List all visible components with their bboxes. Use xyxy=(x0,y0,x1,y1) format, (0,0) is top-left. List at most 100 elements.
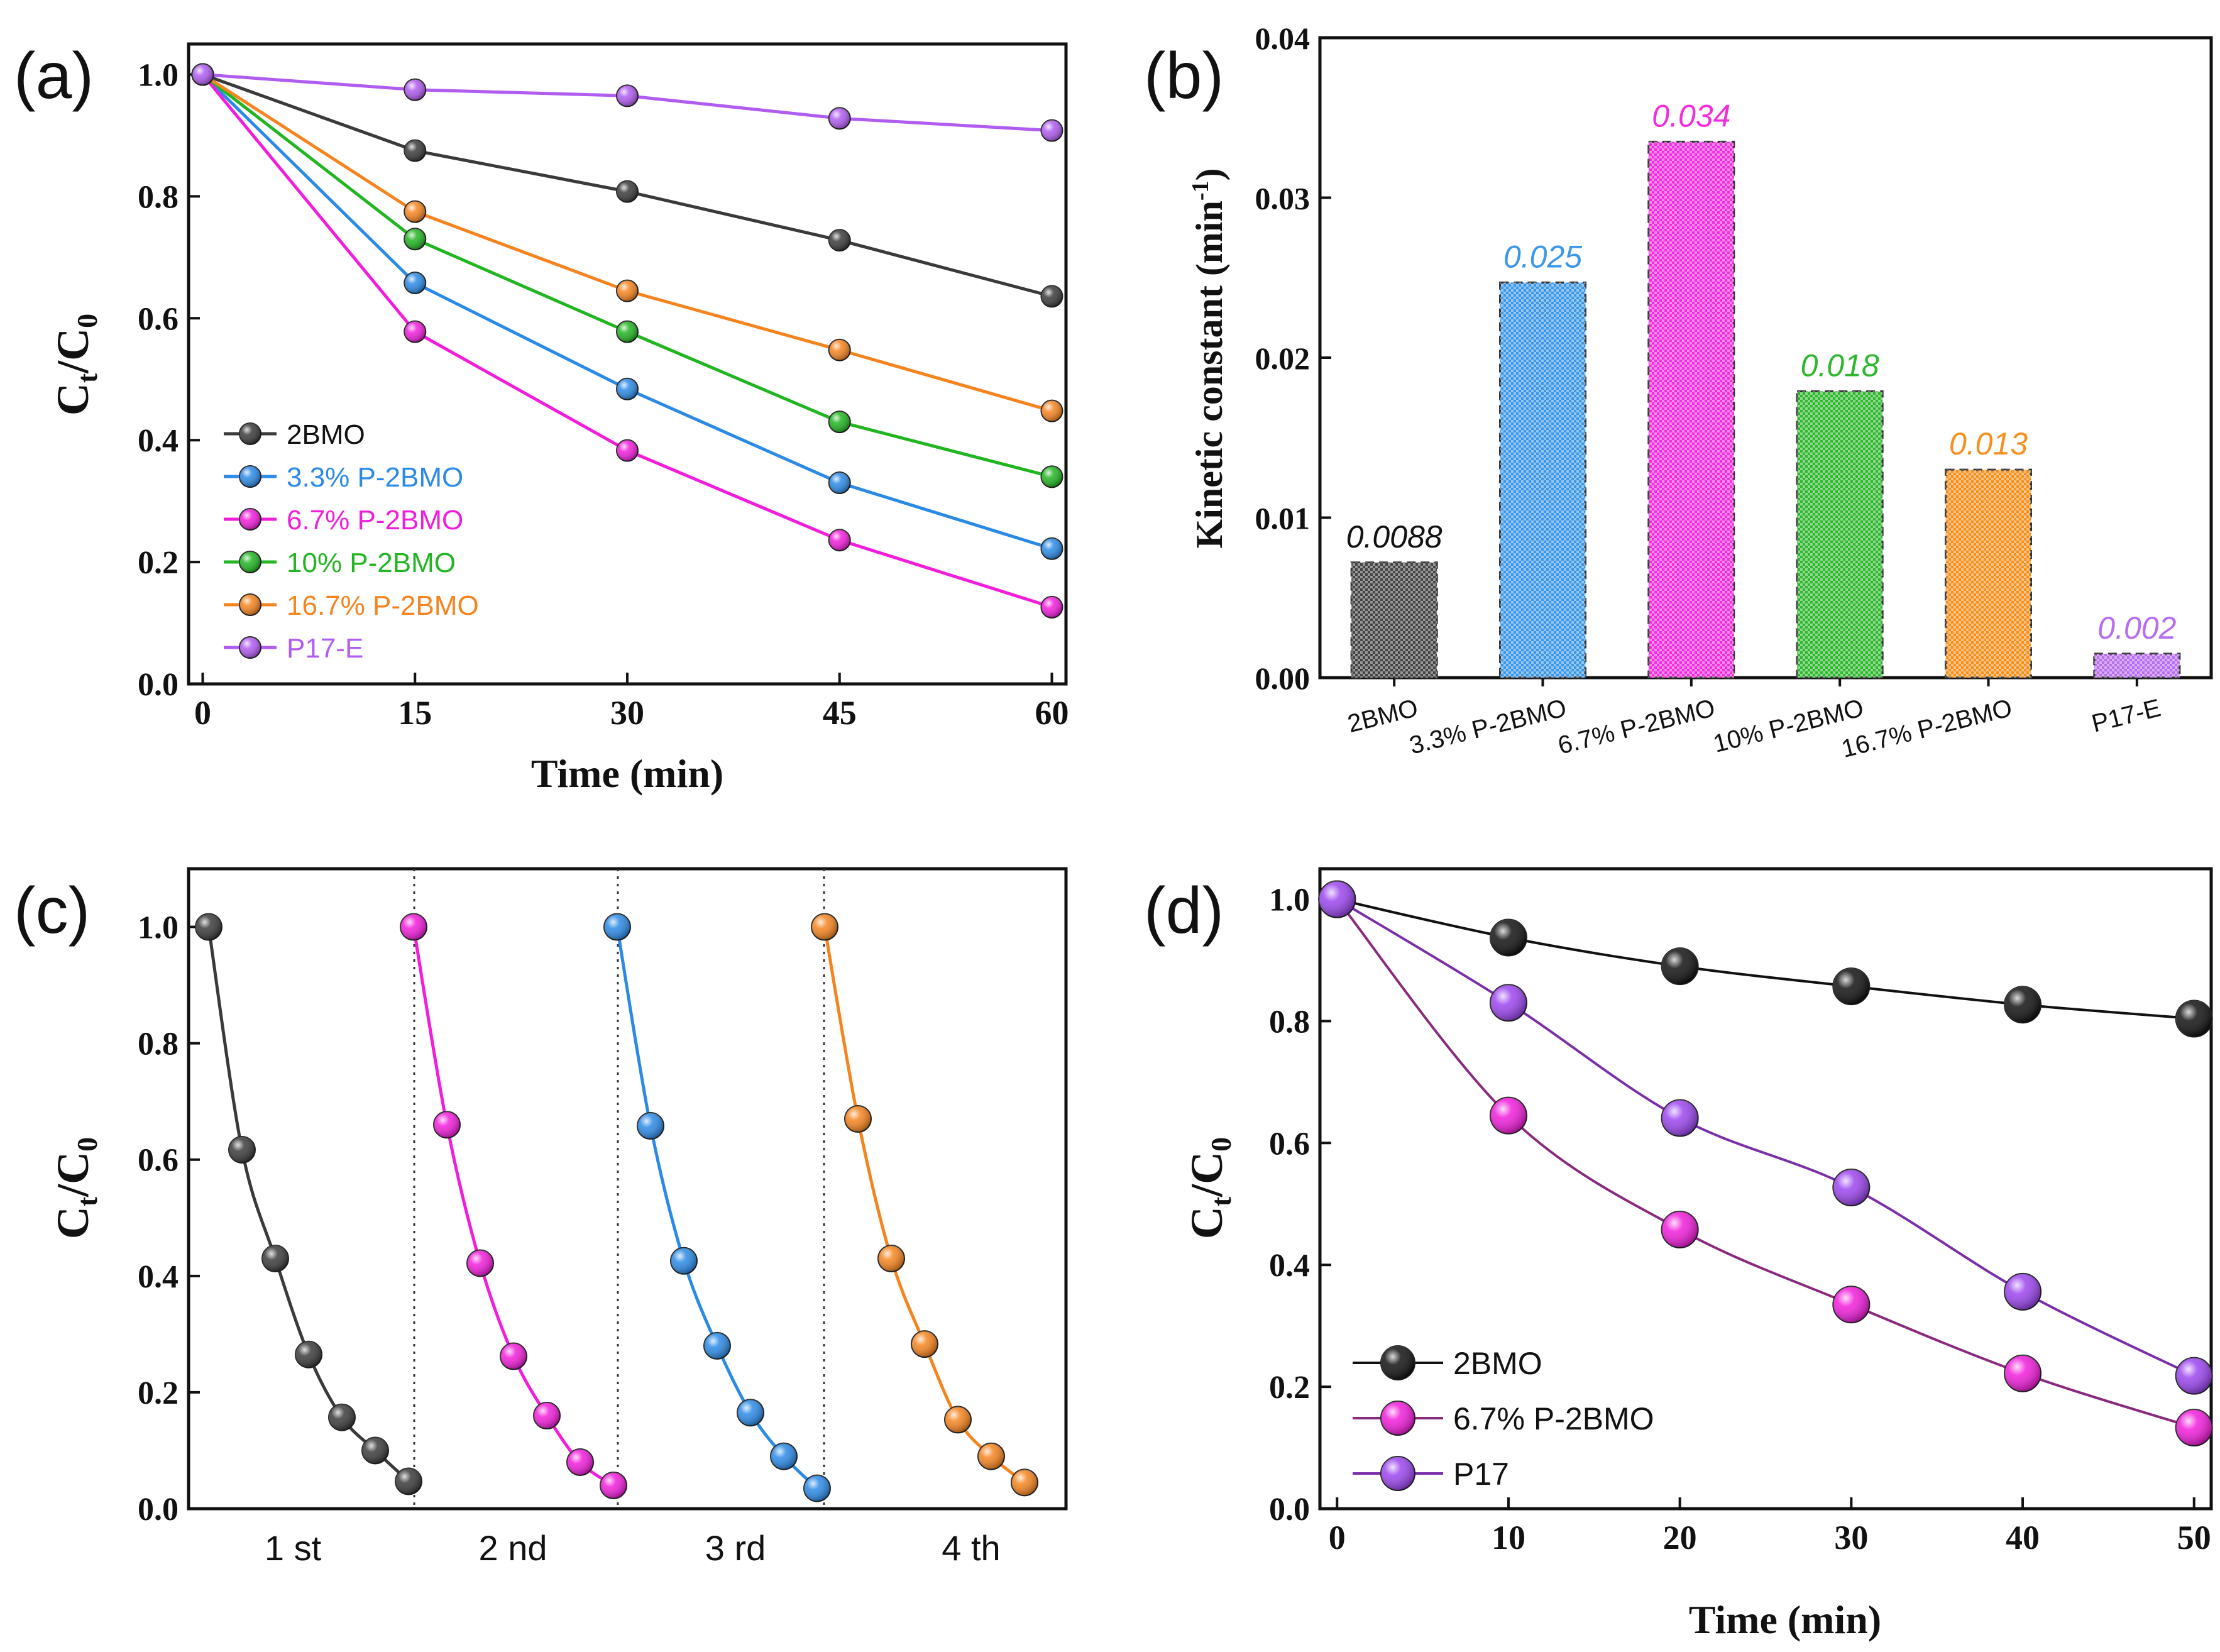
y-tick-label: 0.04 xyxy=(1255,21,1311,56)
y-tick-label: 0.0 xyxy=(138,667,179,703)
data-point xyxy=(1661,947,1699,986)
bar-texture xyxy=(1351,562,1437,678)
data-point xyxy=(2004,986,2042,1024)
data-point xyxy=(616,180,639,203)
y-tick-label: 0.4 xyxy=(1269,1248,1310,1284)
data-point xyxy=(600,1471,627,1499)
data-point xyxy=(566,1448,594,1476)
data-point xyxy=(500,1342,527,1370)
x-tick-label: 20 xyxy=(1663,1519,1697,1556)
data-point xyxy=(616,279,639,302)
bar-value-label: 0.034 xyxy=(1652,98,1730,133)
series-line xyxy=(1336,898,2194,1020)
data-point xyxy=(404,139,427,162)
data-point xyxy=(1832,1169,1871,1207)
data-point xyxy=(1040,399,1063,422)
panel-a-xlabel: Time (min) xyxy=(531,751,723,796)
data-point xyxy=(2004,1272,2042,1311)
data-point xyxy=(1040,465,1063,488)
data-point xyxy=(1489,984,1527,1022)
y-tick-label: 0.02 xyxy=(1255,341,1311,376)
panel-a-frame xyxy=(187,42,1068,686)
cycle-label: 4 th xyxy=(942,1528,1000,1568)
y-tick-label: 0.2 xyxy=(138,1375,179,1411)
y-tick-label: 0.03 xyxy=(1255,181,1311,216)
data-point xyxy=(803,1474,831,1502)
legend-label: 6.7% P-2BMO xyxy=(1453,1401,1654,1436)
bar-group: 0.002 xyxy=(2093,610,2181,679)
data-point xyxy=(1489,918,1527,957)
x-category-label: 6.7% P-2BMO xyxy=(1555,694,1718,760)
x-category-label: 16.7% P-2BMO xyxy=(1838,694,2014,763)
data-point xyxy=(670,1247,698,1275)
x-tick-label: 45 xyxy=(823,694,857,732)
data-point xyxy=(195,913,223,941)
data-point xyxy=(361,1436,389,1465)
y-tick-label: 0.8 xyxy=(138,1027,179,1062)
panel-d-xlabel: Time (min) xyxy=(1689,1597,1881,1642)
data-point xyxy=(404,272,427,295)
series-line xyxy=(202,73,1053,413)
bar-texture xyxy=(1945,470,2031,678)
data-point xyxy=(191,63,214,86)
data-point xyxy=(1040,119,1063,142)
data-point xyxy=(637,1112,664,1140)
legend-label: 3.3% P-2BMO xyxy=(287,462,463,493)
data-point xyxy=(261,1245,289,1273)
series-line xyxy=(201,73,1053,478)
panel-d-chart: (d) 0.0 0.2 0.4 0.6 0.8 1.0 0 10 20 30 40 50 2BMO 6.… xyxy=(1144,867,2213,1642)
x-category-label: 2BMO xyxy=(1345,694,1421,738)
series-line xyxy=(1336,898,2195,1377)
bar-group: 0.0088 xyxy=(1346,519,1442,679)
data-point xyxy=(2175,1357,2213,1395)
data-point xyxy=(533,1401,561,1429)
data-point xyxy=(737,1399,764,1427)
legend-marker xyxy=(1380,1345,1415,1380)
data-point xyxy=(616,377,639,400)
data-point xyxy=(404,78,427,101)
panel-d-ylabel: Ct/C0 xyxy=(1182,1137,1237,1239)
data-point xyxy=(295,1340,322,1368)
data-point xyxy=(828,410,851,434)
y-tick-label: 0.4 xyxy=(138,423,179,459)
data-point xyxy=(1040,285,1063,308)
data-point xyxy=(811,913,838,941)
legend-marker xyxy=(239,593,261,616)
legend-label: 16.7% P-2BMO xyxy=(287,590,479,621)
y-tick-label: 0.8 xyxy=(138,179,179,215)
legend-marker xyxy=(239,465,261,488)
panel-c-label: (c) xyxy=(14,874,90,947)
x-tick-label: 10 xyxy=(1492,1519,1525,1556)
data-point xyxy=(828,471,851,495)
series-line xyxy=(823,927,1026,1484)
y-tick-label: 0.6 xyxy=(138,301,179,337)
panel-d-label: (d) xyxy=(1144,874,1224,947)
x-tick-label: 0 xyxy=(194,694,211,732)
series-line xyxy=(207,927,410,1483)
data-point xyxy=(1489,1096,1527,1135)
panel-a-label: (a) xyxy=(14,40,94,113)
data-point xyxy=(2004,1354,2042,1392)
series-line xyxy=(412,927,615,1487)
data-point xyxy=(616,84,639,107)
data-point xyxy=(228,1135,256,1164)
panel-c-frame xyxy=(187,867,1068,1511)
data-point xyxy=(703,1331,731,1360)
data-point xyxy=(1040,537,1063,560)
data-point xyxy=(603,913,631,941)
data-point xyxy=(1011,1468,1038,1497)
data-point xyxy=(1832,967,1871,1006)
y-tick-label: 0.4 xyxy=(138,1259,179,1295)
data-point xyxy=(328,1403,356,1431)
bar-value-label: 0.0088 xyxy=(1346,519,1442,554)
bar-value-label: 0.018 xyxy=(1801,348,1879,383)
y-tick-label: 0.0 xyxy=(1269,1492,1310,1528)
data-point xyxy=(828,107,851,130)
bar-texture xyxy=(2094,653,2180,678)
data-point xyxy=(844,1104,872,1133)
data-point xyxy=(1661,1099,1699,1137)
data-point xyxy=(911,1330,938,1358)
x-tick-label: 30 xyxy=(610,694,644,732)
